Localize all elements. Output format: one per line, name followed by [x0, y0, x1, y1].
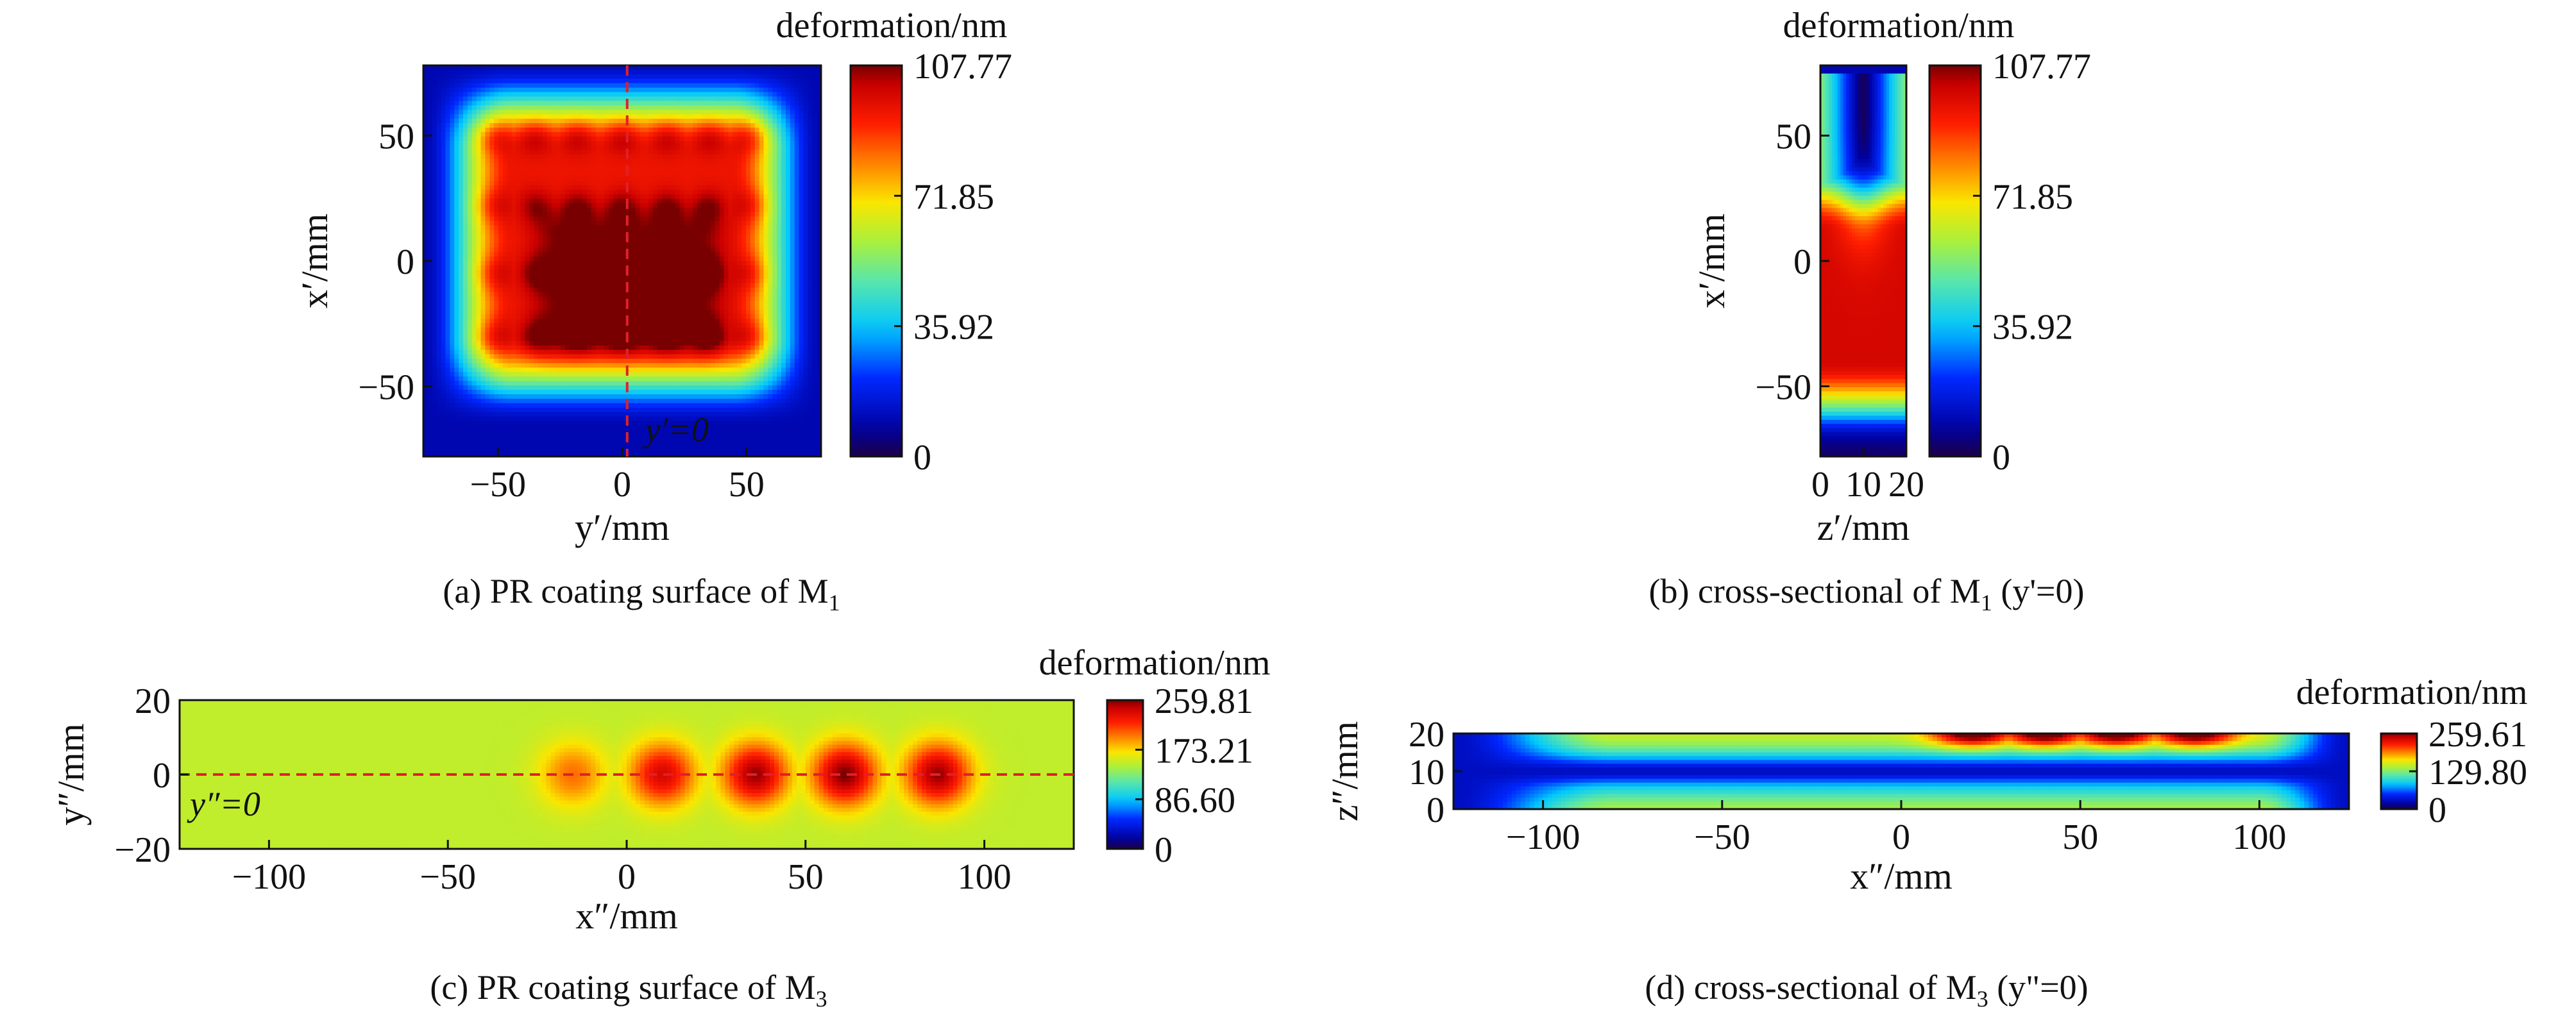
- panel-a-colorbar-tick-label: 0: [913, 438, 931, 478]
- panel-c-x-tick-label: 100: [958, 857, 1012, 897]
- panel-d-x-axis-label: x″/mm: [1850, 855, 1953, 897]
- panel-c-caption-sub: 3: [816, 986, 827, 1012]
- panel-b-y-tick-label: 50: [1775, 117, 1811, 156]
- panel-a-heatmap: [423, 65, 822, 457]
- panel-a-annotation: y′=0: [642, 410, 709, 449]
- panel-d-y-axis-label: z″/mm: [1324, 721, 1366, 821]
- panel-c-y-tick-label: −20: [114, 830, 171, 870]
- panel-c-caption: (c) PR coating surface of M3: [430, 968, 827, 1012]
- panel-b-heatmap: [1820, 65, 1907, 457]
- panel-d-y-tick-label: 20: [1409, 715, 1445, 755]
- panel-d-heatmap: [1453, 733, 2350, 810]
- panel-d-caption-sub: 3: [1977, 986, 1988, 1012]
- panel-d-x-tick-label: 50: [2062, 817, 2098, 857]
- panel-a-colorbar: [849, 64, 903, 458]
- panel-c-x-tick-label: 50: [788, 857, 824, 897]
- panel-d-colorbar-tick-label: 129.80: [2428, 753, 2527, 792]
- panel-a-colorbar-tick-label: 35.92: [913, 308, 994, 347]
- panel-b-y-tick-label: 0: [1793, 242, 1811, 282]
- panel-c-x-axis-label: x″/mm: [575, 895, 678, 937]
- panel-a-colorbar-title: deformation/nm: [776, 6, 1008, 46]
- panel-b-caption-text: (b) cross-sectional of M: [1648, 572, 1980, 610]
- panel-a-caption: (a) PR coating surface of M1: [443, 572, 840, 615]
- panel-c-y-axis-label: y″/mm: [50, 723, 92, 826]
- panel-b-colorbar-tick-label: 107.77: [1992, 47, 2091, 87]
- panel-c-colorbar-tick-label: 173.21: [1155, 731, 1253, 771]
- panel-b-colorbar: [1928, 64, 1982, 458]
- panel-c-y-tick-label: 0: [153, 756, 171, 796]
- panel-c-x-tick-label: 0: [618, 857, 636, 897]
- panel-c-x-tick-label: −100: [232, 857, 307, 897]
- panel-a-colorbar-tick-label: 71.85: [913, 177, 994, 217]
- panel-b-x-axis-label: z′/mm: [1817, 506, 1910, 548]
- panel-a-y-tick-label: −50: [358, 368, 414, 408]
- panel-c-colorbar-title: deformation/nm: [1039, 643, 1271, 683]
- panel-d-y-tick-label: 0: [1427, 791, 1445, 830]
- panel-b-x-tick-label: 20: [1888, 465, 1924, 505]
- panel-d-colorbar-tick-label: 259.61: [2428, 715, 2527, 755]
- panel-d-x-tick-label: 0: [1892, 817, 1910, 857]
- panel-b-x-tick-label: 10: [1845, 465, 1881, 505]
- panel-d-x-tick-label: −50: [1694, 817, 1750, 857]
- panel-b-colorbar-tick-label: 0: [1992, 438, 2010, 478]
- panel-a-y-tick-label: 0: [396, 242, 414, 282]
- panel-c-colorbar: [1106, 699, 1144, 850]
- panel-c-y-tick-label: 20: [135, 682, 171, 721]
- panel-d-x-tick-label: 100: [2232, 817, 2286, 857]
- panel-a-y-axis-label: x′/mm: [294, 213, 335, 308]
- panel-b-y-axis-label: x′/mm: [1691, 213, 1733, 308]
- panel-d-x-tick-label: −100: [1506, 817, 1580, 857]
- panel-b-y-tick-label: −50: [1755, 368, 1811, 408]
- panel-d-colorbar-tick-label: 0: [2428, 791, 2446, 830]
- panel-b-caption: (b) cross-sectional of M1 (y'=0): [1648, 572, 2084, 615]
- panel-b-caption-tail: (y'=0): [1992, 572, 2085, 610]
- panel-a-colorbar-tick-label: 107.77: [913, 47, 1012, 87]
- panel-a-x-tick-label: −50: [470, 465, 526, 505]
- panel-d-caption-text: (d) cross-sectional of M: [1645, 968, 1976, 1007]
- panel-c-annotation: y″=0: [187, 785, 260, 823]
- panel-d-y-tick-label: 10: [1409, 753, 1445, 792]
- panel-a-caption-text: (a) PR coating surface of M: [443, 572, 828, 610]
- panel-b-colorbar-tick-label: 71.85: [1992, 177, 2073, 217]
- panel-b-caption-sub: 1: [1981, 590, 1992, 615]
- panel-b-colorbar-tick-label: 35.92: [1992, 308, 2073, 347]
- panel-d-caption-tail: (y"=0): [1988, 968, 2089, 1007]
- panel-c-heatmap: [180, 700, 1074, 850]
- panel-a-x-tick-label: 0: [613, 465, 631, 505]
- panel-d-colorbar-title: deformation/nm: [2296, 673, 2528, 712]
- panel-b-x-tick-label: 0: [1811, 465, 1829, 505]
- panel-c-caption-text: (c) PR coating surface of M: [430, 968, 815, 1007]
- panel-c-colorbar-tick-label: 0: [1155, 830, 1173, 870]
- panel-c-colorbar-tick-label: 86.60: [1155, 781, 1235, 821]
- panel-c-x-tick-label: −50: [419, 857, 476, 897]
- panel-a-x-axis-label: y′/mm: [575, 506, 670, 548]
- panel-a-caption-sub: 1: [829, 590, 840, 615]
- panel-c-colorbar-tick-label: 259.81: [1155, 682, 1253, 721]
- panel-d-caption: (d) cross-sectional of M3 (y"=0): [1645, 968, 2088, 1012]
- panel-a-y-tick-label: 50: [378, 117, 414, 156]
- panel-a-x-tick-label: 50: [729, 465, 765, 505]
- panel-b-colorbar-title: deformation/nm: [1783, 6, 2015, 46]
